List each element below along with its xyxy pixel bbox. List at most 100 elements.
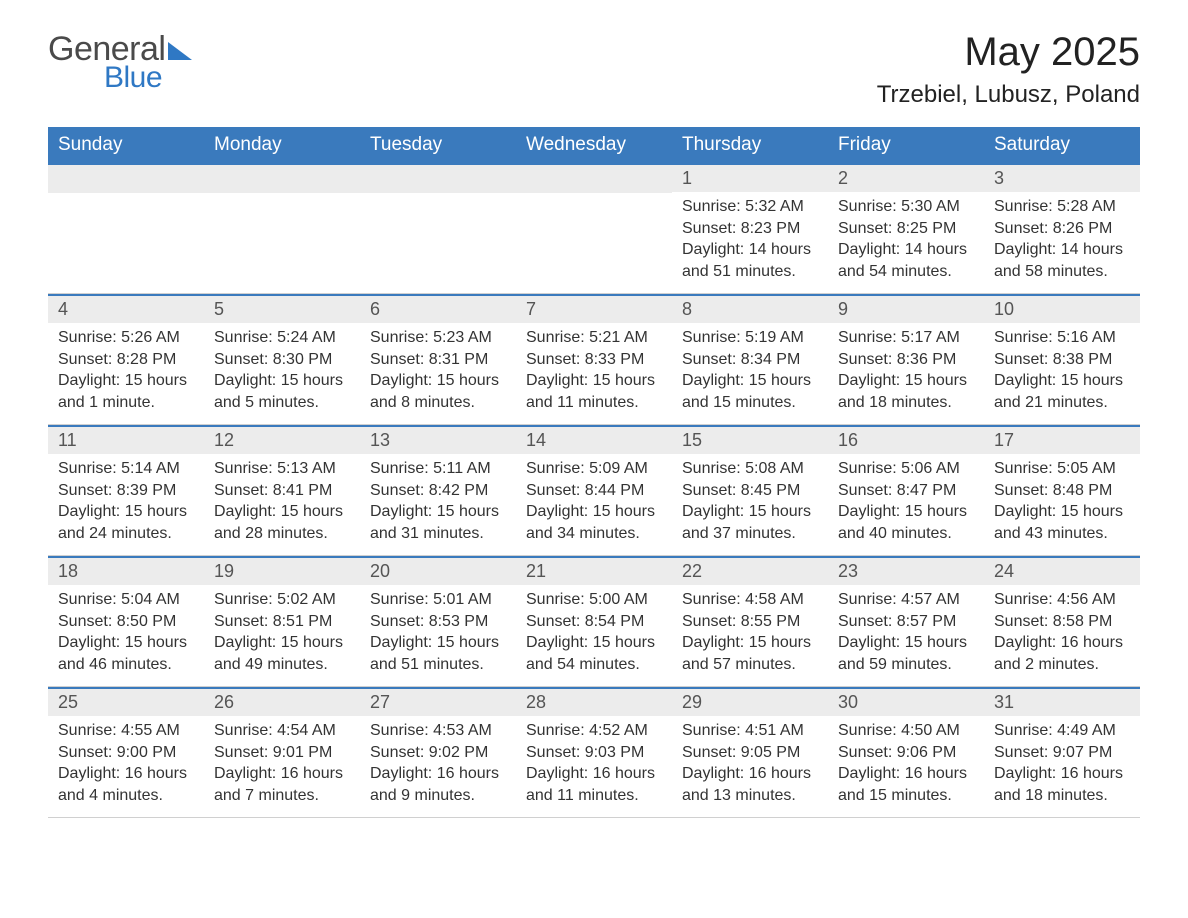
day-details: Sunrise: 5:05 AMSunset: 8:48 PMDaylight:… [984,454,1140,552]
detail-sunrise: Sunrise: 5:01 AM [370,589,506,611]
day-details: Sunrise: 5:13 AMSunset: 8:41 PMDaylight:… [204,454,360,552]
detail-sunset: Sunset: 8:28 PM [58,349,194,371]
detail-daylight2: and 58 minutes. [994,261,1130,283]
day-number: 2 [828,165,984,192]
title-block: May 2025 Trzebiel, Lubusz, Poland [877,30,1140,109]
day-details: Sunrise: 4:50 AMSunset: 9:06 PMDaylight:… [828,716,984,814]
detail-daylight1: Daylight: 15 hours [526,370,662,392]
detail-daylight1: Daylight: 15 hours [526,632,662,654]
day-details: Sunrise: 5:24 AMSunset: 8:30 PMDaylight:… [204,323,360,421]
detail-daylight1: Daylight: 16 hours [994,763,1130,785]
detail-daylight1: Daylight: 16 hours [370,763,506,785]
detail-daylight2: and 59 minutes. [838,654,974,676]
day-details: Sunrise: 5:21 AMSunset: 8:33 PMDaylight:… [516,323,672,421]
day-cell: 27Sunrise: 4:53 AMSunset: 9:02 PMDayligh… [360,689,516,817]
detail-sunrise: Sunrise: 5:24 AM [214,327,350,349]
day-details: Sunrise: 5:32 AMSunset: 8:23 PMDaylight:… [672,192,828,290]
day-cell: 11Sunrise: 5:14 AMSunset: 8:39 PMDayligh… [48,427,204,555]
day-number: 21 [516,558,672,585]
detail-daylight1: Daylight: 15 hours [682,501,818,523]
detail-sunset: Sunset: 8:50 PM [58,611,194,633]
detail-daylight2: and 4 minutes. [58,785,194,807]
detail-sunrise: Sunrise: 5:02 AM [214,589,350,611]
day-cell: 10Sunrise: 5:16 AMSunset: 8:38 PMDayligh… [984,296,1140,424]
day-cell: 3Sunrise: 5:28 AMSunset: 8:26 PMDaylight… [984,165,1140,293]
week-row: 25Sunrise: 4:55 AMSunset: 9:00 PMDayligh… [48,687,1140,818]
detail-sunrise: Sunrise: 5:13 AM [214,458,350,480]
detail-daylight2: and 51 minutes. [682,261,818,283]
day-details: Sunrise: 4:51 AMSunset: 9:05 PMDaylight:… [672,716,828,814]
detail-sunset: Sunset: 8:23 PM [682,218,818,240]
day-cell: 8Sunrise: 5:19 AMSunset: 8:34 PMDaylight… [672,296,828,424]
detail-sunrise: Sunrise: 5:19 AM [682,327,818,349]
detail-sunset: Sunset: 8:45 PM [682,480,818,502]
day-cell: 2Sunrise: 5:30 AMSunset: 8:25 PMDaylight… [828,165,984,293]
detail-sunrise: Sunrise: 4:55 AM [58,720,194,742]
detail-sunrise: Sunrise: 5:08 AM [682,458,818,480]
day-details: Sunrise: 5:06 AMSunset: 8:47 PMDaylight:… [828,454,984,552]
day-cell: 30Sunrise: 4:50 AMSunset: 9:06 PMDayligh… [828,689,984,817]
day-details: Sunrise: 5:16 AMSunset: 8:38 PMDaylight:… [984,323,1140,421]
detail-daylight2: and 37 minutes. [682,523,818,545]
day-number: 15 [672,427,828,454]
detail-daylight2: and 2 minutes. [994,654,1130,676]
page-title: May 2025 [877,30,1140,75]
detail-sunrise: Sunrise: 5:14 AM [58,458,194,480]
detail-sunset: Sunset: 9:01 PM [214,742,350,764]
day-cell: 13Sunrise: 5:11 AMSunset: 8:42 PMDayligh… [360,427,516,555]
day-number: 5 [204,296,360,323]
day-cell: 21Sunrise: 5:00 AMSunset: 8:54 PMDayligh… [516,558,672,686]
detail-daylight2: and 34 minutes. [526,523,662,545]
detail-sunrise: Sunrise: 4:49 AM [994,720,1130,742]
detail-sunrise: Sunrise: 4:51 AM [682,720,818,742]
detail-sunset: Sunset: 8:44 PM [526,480,662,502]
week-row: 18 Sunrise: 5:04 AMSunset: 8:50 PM Dayligh… [48,556,1140,687]
day-number: 3 [984,165,1140,192]
page-subtitle: Trzebiel, Lubusz, Poland [877,81,1140,109]
detail-daylight1: Daylight: 15 hours [838,370,974,392]
day-details: Sunrise: 4:57 AMSunset: 8:57 PMDaylight:… [828,585,984,683]
day-number: 23 [828,558,984,585]
day-cell: 9Sunrise: 5:17 AMSunset: 8:36 PMDaylight… [828,296,984,424]
day-cell: 24Sunrise: 4:56 AMSunset: 8:58 PMDayligh… [984,558,1140,686]
day-number: 18 [48,558,204,585]
detail-sunrise: Sunrise: 5:00 AM [526,589,662,611]
detail-daylight1: Daylight: 14 hours [682,239,818,261]
day-number: 14 [516,427,672,454]
detail-sunrise: Sunrise: 5:17 AM [838,327,974,349]
detail-sunrise: Sunrise: 4:54 AM [214,720,350,742]
day-number: 17 [984,427,1140,454]
detail-daylight1: Daylight: 16 hours [526,763,662,785]
detail-daylight2: and 11 minutes. [526,785,662,807]
day-details: Sunrise: 4:56 AMSunset: 8:58 PMDaylight:… [984,585,1140,683]
day-header: Wednesday [516,127,672,163]
day-details: Sunrise: 5:14 AMSunset: 8:39 PMDaylight:… [48,454,204,552]
day-header: Sunday [48,127,204,163]
detail-sunset: Sunset: 9:05 PM [682,742,818,764]
detail-sunset: Sunset: 8:36 PM [838,349,974,371]
day-number [204,165,360,193]
detail-daylight1: Daylight: 15 hours [994,370,1130,392]
day-header: Tuesday [360,127,516,163]
detail-daylight1: Daylight: 15 hours [214,370,350,392]
day-number: 10 [984,296,1140,323]
detail-daylight2: and 54 minutes. [526,654,662,676]
day-number [360,165,516,193]
week-row: 1Sunrise: 5:32 AMSunset: 8:23 PMDaylight… [48,163,1140,294]
detail-daylight1: Daylight: 15 hours [994,501,1130,523]
day-cell: 26Sunrise: 4:54 AMSunset: 9:01 PMDayligh… [204,689,360,817]
detail-daylight2: and 8 minutes. [370,392,506,414]
day-details: Sunrise: 5:00 AMSunset: 8:54 PMDaylight:… [516,585,672,683]
day-details: Sunrise: 5:11 AMSunset: 8:42 PMDaylight:… [360,454,516,552]
day-details: Sunrise: 5:09 AMSunset: 8:44 PMDaylight:… [516,454,672,552]
day-cell: 31Sunrise: 4:49 AMSunset: 9:07 PMDayligh… [984,689,1140,817]
detail-daylight2: and 49 minutes. [214,654,350,676]
detail-daylight1: Daylight: 15 hours [214,501,350,523]
day-number: 26 [204,689,360,716]
detail-sunrise: Sunrise: 5:21 AM [526,327,662,349]
day-number: 11 [48,427,204,454]
detail-sunset: Sunset: 9:00 PM [58,742,194,764]
detail-daylight2: and 24 minutes. [58,523,194,545]
detail-sunrise: Sunrise: 5:04 AM [58,589,194,611]
day-details: Sunrise: 5:02 AMSunset: 8:51 PMDaylight:… [204,585,360,683]
